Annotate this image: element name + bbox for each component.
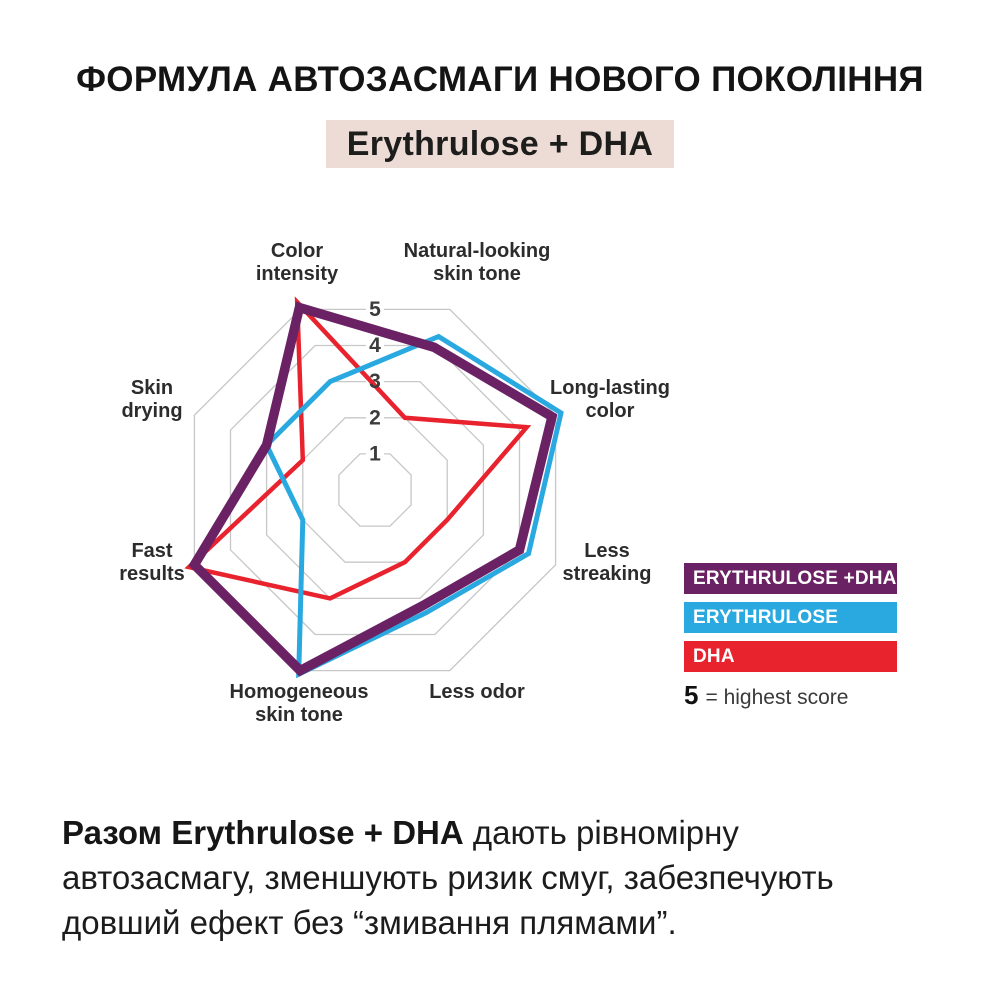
- legend-item-erythrulose-dha: ERYTHRULOSE +DHA: [684, 563, 897, 594]
- grid-ring-5: [193, 308, 557, 672]
- formula-badge: Erythrulose + DHA: [325, 120, 675, 168]
- scale-tick-label-4: 4: [369, 334, 381, 357]
- axis-label-natural-looking-skin-tone: Natural-looking skin tone: [403, 240, 551, 285]
- score-note-text: = highest score: [705, 686, 849, 709]
- legend-label: ERYTHRULOSE: [693, 606, 839, 628]
- axis-label-color-intensity: Color intensity: [255, 240, 339, 285]
- scale-tick-gap: [366, 333, 384, 358]
- axis-label-fast-results: Fast results: [119, 540, 185, 585]
- axis-label-less-streaking: Less streaking: [562, 540, 652, 585]
- series-polygon-erythrulose-dha: [188, 301, 558, 677]
- description-line2: автозасмагу, зменшують ризик смуг, забез…: [62, 859, 834, 896]
- grid-ring-4: [229, 344, 521, 636]
- grid-ring-3: [265, 380, 485, 600]
- scale-tick-gap: [366, 297, 384, 322]
- grid-ring-1: [338, 453, 412, 527]
- scale-tick-label-1: 1: [369, 442, 381, 465]
- legend-item-erythrulose: ERYTHRULOSE: [684, 602, 897, 633]
- badge-row: Erythrulose + DHA: [0, 120, 1000, 168]
- scale-tick-label-3: 3: [369, 370, 381, 393]
- score-note-value: 5: [684, 680, 699, 710]
- scale-tick-gap: [366, 405, 384, 430]
- description-line1: дають рівномірну: [463, 814, 739, 851]
- axis-label-homogeneous-skin-tone: Homogeneous skin tone: [229, 681, 369, 726]
- legend-label: DHA: [693, 645, 735, 667]
- description-bold: Разом Erythrulose + DHA: [62, 814, 464, 851]
- chart-legend: ERYTHRULOSE +DHA ERYTHRULOSE DHA 5 = hig…: [684, 563, 914, 711]
- series-polygon-erythrulose: [263, 333, 564, 679]
- legend-score-note: 5 = highest score: [684, 680, 914, 711]
- scale-tick-label-5: 5: [369, 298, 381, 321]
- axis-label-long-lasting-color: Long-lasting color: [550, 377, 670, 422]
- series-polygon-dha: [184, 296, 532, 601]
- page-title: ФОРМУЛА АВТОЗАСМАГИ НОВОГО ПОКОЛІННЯ: [76, 60, 924, 99]
- description: Разом Erythrulose + DHA дають рівномірну…: [62, 810, 962, 945]
- axis-label-skin-drying: Skin drying: [121, 377, 183, 422]
- axis-label-less-odor: Less odor: [429, 681, 525, 703]
- scale-tick-gap: [366, 441, 384, 466]
- legend-item-dha: DHA: [684, 641, 897, 672]
- scale-tick-label-2: 2: [369, 406, 381, 429]
- description-line3: довший ефект без “змивання плямами”.: [62, 904, 677, 941]
- legend-label: ERYTHRULOSE +DHA: [693, 567, 897, 589]
